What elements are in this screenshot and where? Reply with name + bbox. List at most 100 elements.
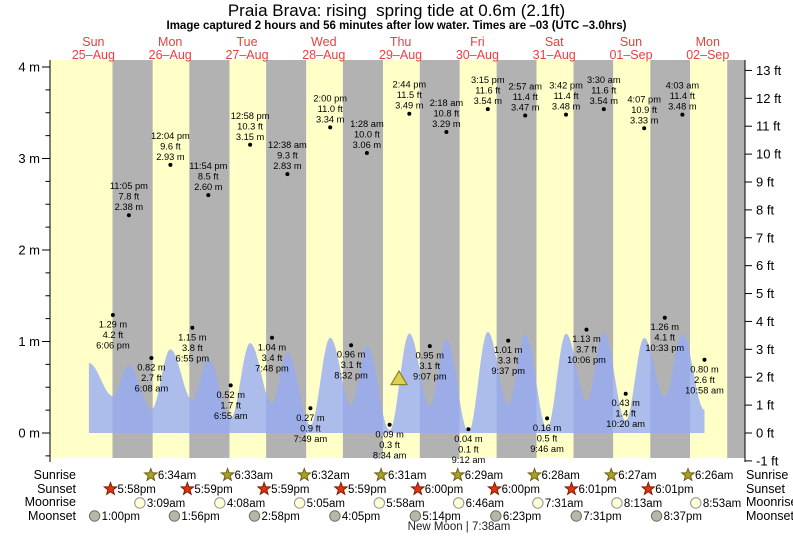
left-tick-label: 4 m xyxy=(18,60,40,75)
night-band xyxy=(727,60,745,458)
day-date: 30–Aug xyxy=(456,48,499,62)
tide-m-label: 3.49 m xyxy=(395,101,424,111)
right-tick-label: 0 ft xyxy=(756,426,774,441)
tide-extreme-dot xyxy=(662,315,667,320)
sunset-icon xyxy=(563,481,579,496)
tide-extreme-dot xyxy=(126,213,131,218)
tide-ft-label: 3.1 ft xyxy=(419,361,440,371)
right-tick-label: 4 ft xyxy=(756,314,774,329)
tide-ft-label: 1.4 ft xyxy=(615,409,636,419)
tide-m-label: 2.38 m xyxy=(115,202,144,212)
sunset-icon xyxy=(179,481,195,496)
tide-m-label: 3.54 m xyxy=(474,96,503,106)
tide-m-label: 3.15 m xyxy=(236,132,265,142)
tide-m-label: 3.47 m xyxy=(511,102,540,112)
day-name: Mon xyxy=(158,35,182,49)
sunrise-icon xyxy=(680,467,696,482)
tide-time-label: 12:38 am xyxy=(268,140,307,150)
row-label-sunset-right: Sunset xyxy=(746,482,785,496)
tide-m-label: 0.04 m xyxy=(454,434,483,444)
tide-m-label: 3.54 m xyxy=(590,96,619,106)
tide-curve xyxy=(88,331,705,433)
tide-time-label: 6:08 am xyxy=(135,383,169,393)
tide-ft-label: 3.1 ft xyxy=(341,360,362,370)
moonrise-icon xyxy=(452,497,465,509)
right-tick-label: -1 ft xyxy=(756,453,779,468)
moonset-icon xyxy=(248,510,261,522)
tide-time-label: 12:58 pm xyxy=(231,111,270,121)
tide-time-label: 2:44 pm xyxy=(393,80,427,90)
tide-m-label: 1.04 m xyxy=(258,342,287,352)
sunrise-time-label: 6:28am xyxy=(541,470,579,482)
tide-ft-label: 11.6 ft xyxy=(591,86,617,96)
moonrise-time-label: 5:58am xyxy=(386,498,424,510)
tide-extreme-dot xyxy=(364,151,369,155)
tide-time-label: 12:04 pm xyxy=(151,131,190,141)
sunrise-icon xyxy=(450,467,466,482)
tide-time-label: 9:46 am xyxy=(530,444,564,454)
tide-ft-label: 2.6 ft xyxy=(694,375,715,385)
day-date: 27–Aug xyxy=(225,48,268,62)
sunrise-icon xyxy=(526,467,543,482)
right-tick-label: 7 ft xyxy=(756,230,774,245)
moonrise-icon xyxy=(293,497,306,509)
tide-ft-label: 8.5 ft xyxy=(198,172,219,182)
tide-m-label: 2.83 m xyxy=(273,161,302,171)
moonset-icon xyxy=(329,510,341,522)
row-label-moonrise-left: Moonrise xyxy=(24,495,76,509)
moonrise-icon xyxy=(532,497,544,509)
sunrise-time-label: 6:34am xyxy=(158,470,196,482)
tide-ft-label: 11.4 ft xyxy=(670,91,696,101)
moonrise-time-label: 6:46am xyxy=(466,498,504,510)
moonset-icon xyxy=(490,510,502,522)
day-name: Sat xyxy=(545,35,564,49)
moonrise-time-label: 8:13am xyxy=(624,498,662,510)
sunset-time-label: 6:01pm xyxy=(655,484,693,496)
sunset-time-label: 6:00pm xyxy=(425,484,463,496)
tide-time-label: 6:06 pm xyxy=(96,340,130,350)
new-moon-caption: New Moon | 7:38am xyxy=(407,521,511,533)
tide-time-label: 10:06 pm xyxy=(567,355,606,365)
tide-ft-label: 0.9 ft xyxy=(300,423,321,433)
tide-extreme-dot xyxy=(702,357,707,362)
right-tick-label: 11 ft xyxy=(756,119,781,134)
sunset-icon xyxy=(487,481,503,496)
tide-ft-label: 10.9 ft xyxy=(631,105,657,115)
tide-time-label: 8:34 am xyxy=(373,450,407,460)
tide-extreme-dot xyxy=(642,126,647,131)
tide-ft-label: 4.1 ft xyxy=(654,333,675,343)
row-label-sunrise-left: Sunrise xyxy=(33,468,76,482)
left-tick-label: 0 m xyxy=(18,426,40,441)
tide-ft-label: 10.8 ft xyxy=(433,108,459,118)
moonset-icon xyxy=(168,510,181,522)
day-date: 31–Aug xyxy=(533,48,576,62)
tide-time-label: 3:30 am xyxy=(587,75,621,85)
moonrise-time-label: 5:05am xyxy=(307,498,345,510)
tide-time-label: 7:48 pm xyxy=(255,363,289,373)
page-subtitle: Image captured 2 hours and 56 minutes af… xyxy=(166,20,627,32)
sunrise-time-label: 6:26am xyxy=(695,470,733,482)
day-name: Sun xyxy=(82,35,104,49)
tide-extreme-dot xyxy=(270,335,274,340)
tide-extreme-dot xyxy=(466,427,471,432)
tide-extreme-dot xyxy=(206,193,211,198)
tide-m-label: 0.96 m xyxy=(337,350,366,360)
moonset-icon xyxy=(88,510,101,522)
sunset-time-label: 5:59pm xyxy=(194,484,232,496)
moonset-time-label: 8:37pm xyxy=(664,511,702,523)
tide-m-label: 3.48 m xyxy=(668,102,697,112)
row-label-moonset-left: Moonset xyxy=(28,509,76,523)
tide-m-label: 0.16 m xyxy=(533,423,562,433)
tide-m-label: 0.82 m xyxy=(137,362,166,372)
tide-extreme-dot xyxy=(110,313,115,317)
sunset-icon xyxy=(410,481,426,496)
tide-extreme-dot xyxy=(506,338,511,343)
sunrise-icon xyxy=(220,467,236,482)
tide-m-label: 0.95 m xyxy=(416,351,445,361)
moonset-time-label: 5:14pm xyxy=(422,511,460,523)
tide-time-label: 6:55 am xyxy=(214,411,248,421)
sunset-time-label: 5:59pm xyxy=(271,484,309,496)
day-date: 29–Aug xyxy=(379,48,422,62)
tide-time-label: 8:32 pm xyxy=(334,371,368,381)
sunrise-time-label: 6:27am xyxy=(618,470,656,482)
